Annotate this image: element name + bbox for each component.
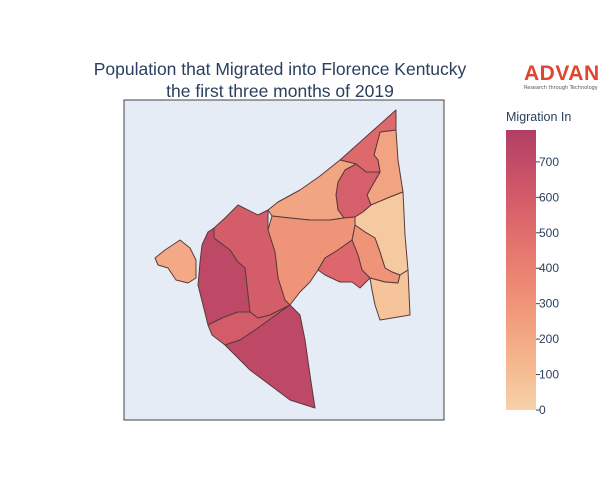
colorbar-tick-label: 300 — [539, 297, 559, 311]
logo-wordmark: ADVAN — [524, 62, 600, 85]
colorbar-gradient — [506, 130, 536, 410]
region-west-small[interactable] — [154, 239, 197, 284]
chart-title-line-1: Population that Migrated into Florence K… — [93, 59, 467, 79]
colorbar-tick-label: 100 — [539, 368, 559, 382]
region-southwest[interactable] — [207, 304, 291, 346]
chart-title: Population that Migrated into Florence K… — [60, 58, 500, 102]
colorbar-tick-label: 400 — [539, 261, 559, 275]
brand-logo: ADVAN Research through Technology — [524, 62, 600, 92]
colorbar-tick-label: 200 — [539, 332, 559, 346]
chart-title-line-2: the first three months of 2019 — [166, 81, 394, 101]
colorbar-title: Migration In — [506, 110, 572, 124]
colorbar-tick-label: 0 — [539, 403, 546, 417]
colorbar-tick-label: 600 — [539, 190, 559, 204]
colorbar-tick-label: 700 — [539, 155, 559, 169]
logo-tagline: Research through Technology — [524, 85, 598, 91]
colorbar-tick-label: 500 — [539, 226, 559, 240]
region-southeast[interactable] — [369, 269, 411, 321]
region-south[interactable] — [224, 304, 316, 409]
colorbar: 0 100 200 300 400 500 600 700 — [506, 130, 559, 417]
region-central-east[interactable] — [317, 239, 371, 289]
